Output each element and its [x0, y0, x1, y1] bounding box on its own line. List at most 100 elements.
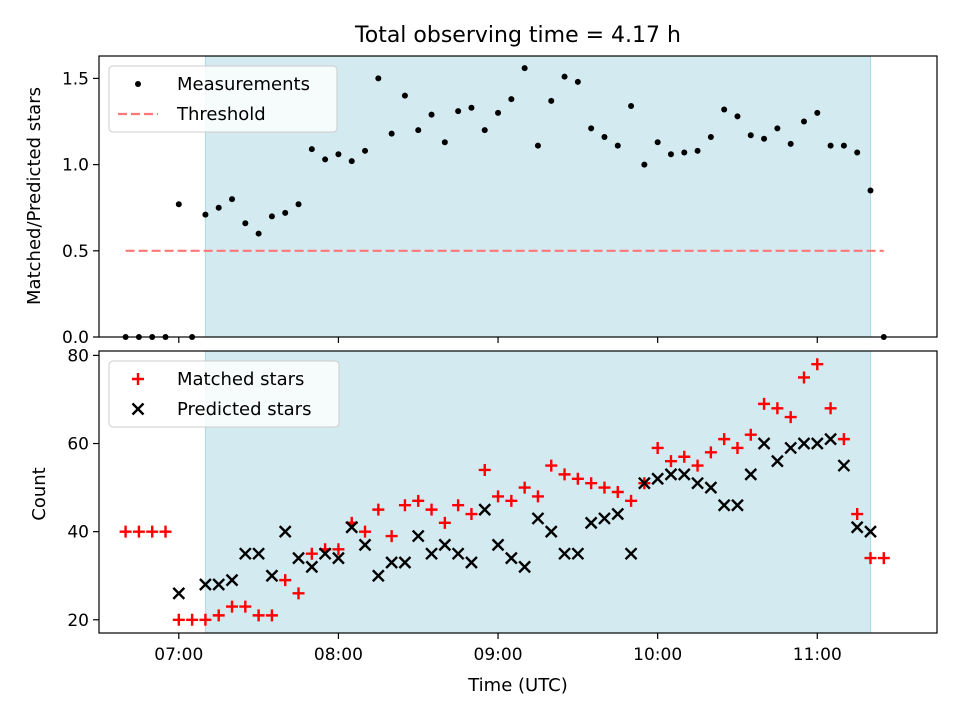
top-series-0-point: [322, 156, 329, 163]
bottom-legend-marker: [131, 402, 145, 416]
bottom-series-0-point: [425, 503, 438, 516]
top-series-0-point: [628, 102, 635, 109]
bottom-series-1-point: [824, 432, 837, 446]
top-axes-frame: [98, 55, 938, 338]
top-y-axis-label: Matched/Predicted stars: [24, 87, 45, 305]
bottom-series-1-point: [864, 525, 877, 539]
bottom-axes-frame: [98, 350, 938, 634]
bottom-series-1-point: [664, 468, 678, 481]
bottom-series-0-point: [252, 609, 265, 622]
bottom-y-tick-label: 20: [67, 611, 89, 631]
bottom-series-1-point: [558, 547, 571, 561]
top-series-0-point: [681, 149, 688, 156]
top-series-0-point: [800, 118, 807, 125]
top-series-0-point: [428, 111, 435, 118]
bottom-series-0-point: [864, 552, 877, 565]
bottom-series-1-point: [238, 547, 252, 561]
top-series-0-point: [761, 135, 768, 142]
bottom-series-0-point: [199, 613, 212, 626]
bottom-series-1-point: [797, 437, 811, 450]
top-series-0-point: [588, 125, 595, 132]
bottom-series-1-point: [438, 538, 452, 552]
bottom-legend: [108, 360, 340, 428]
bottom-series-1-point: [491, 538, 505, 552]
bottom-series-0-point: [771, 402, 784, 415]
top-series-0-point: [401, 92, 408, 99]
bottom-series-0-point: [811, 358, 824, 371]
bottom-series-0-point: [744, 428, 757, 441]
bottom-series-0-point: [704, 446, 717, 459]
bottom-legend-label: Matched stars: [177, 369, 304, 390]
top-series-0-point: [734, 113, 741, 120]
top-series-0-point: [255, 230, 262, 237]
bottom-series-1-point: [172, 586, 186, 600]
bottom-series-0-point: [212, 609, 225, 622]
top-series-0-point: [441, 139, 448, 146]
bottom-series-0-point: [239, 600, 252, 613]
bottom-series-1-point: [717, 498, 731, 512]
bottom-series-1-point: [757, 437, 771, 450]
top-y-tick-label: 0.0: [62, 328, 89, 348]
top-series-0-point: [521, 65, 528, 72]
bottom-series-0-point: [505, 494, 518, 507]
bottom-series-1-point: [518, 560, 531, 574]
top-series-0-point: [481, 127, 488, 134]
top-y-tick-label: 1.0: [62, 156, 89, 176]
bottom-series-1-point: [265, 569, 279, 583]
bottom-series-0-point: [452, 499, 465, 512]
bottom-series-0-point: [186, 613, 199, 626]
bottom-series-0-point: [731, 441, 744, 454]
top-series-0-point: [787, 140, 794, 147]
bottom-series-0-point: [718, 433, 731, 446]
bottom-panel: 20 40 60 80 07:00 08:00 09:00 10:00 11:00 Matched…: [67, 346, 938, 665]
bottom-series-0-point: [611, 486, 624, 498]
bottom-legend-marker: [132, 373, 144, 385]
bottom-series-0-point: [678, 450, 691, 463]
bottom-series-1-point: [850, 520, 864, 534]
bottom-series-1-point: [411, 529, 425, 543]
top-series-0-point: [854, 149, 861, 156]
top-series-0-point: [814, 109, 821, 116]
top-series-0-point: [242, 220, 249, 227]
top-series-0-point: [747, 132, 754, 139]
bottom-series-1-point: [199, 578, 212, 591]
bottom-series-0-point: [478, 463, 491, 476]
top-series-0-point: [867, 187, 874, 194]
bottom-series-1-point: [385, 556, 398, 569]
top-series-0-point: [641, 161, 648, 168]
bottom-series-1-point: [225, 573, 239, 587]
bottom-series-0-point: [385, 530, 398, 543]
top-series-0-point: [495, 109, 502, 116]
top-series-0-point: [308, 146, 315, 153]
bottom-series-1-point: [505, 551, 518, 565]
top-series-0-point: [574, 78, 581, 85]
bottom-series-1-point: [771, 454, 784, 468]
top-series-0-point: [694, 147, 701, 154]
top-series-0-point: [667, 151, 674, 158]
bottom-series-0-point: [492, 490, 505, 503]
bottom-series-0-point: [159, 525, 172, 538]
x-axis-label: Time (UTC): [467, 675, 568, 696]
bottom-series-1-point: [624, 547, 638, 561]
bottom-series-0-point: [598, 481, 611, 494]
top-series-0-point: [215, 204, 222, 211]
top-series-0-point: [415, 127, 422, 134]
bottom-series-0-point: [132, 525, 145, 538]
bottom-series-1-point: [478, 503, 492, 516]
top-series-0-point: [840, 142, 847, 149]
bottom-series-0-point: [465, 508, 478, 521]
top-series-0-point: [335, 151, 342, 158]
bottom-series-1-point: [212, 578, 226, 591]
bottom-series-0-point: [398, 499, 411, 512]
bottom-series-1-point: [451, 547, 465, 561]
bottom-series-0-point: [664, 455, 677, 468]
bottom-series-0-point: [758, 397, 771, 410]
top-series-0-point: [468, 104, 475, 111]
top-series-0-point: [175, 201, 182, 208]
top-series-0-point: [268, 213, 275, 220]
bottom-series-1-point: [744, 468, 758, 481]
bottom-series-0-point: [784, 411, 797, 424]
bottom-series-1-point: [278, 525, 292, 539]
bottom-series-1-point: [531, 512, 545, 525]
bottom-series-0-point: [625, 494, 638, 507]
